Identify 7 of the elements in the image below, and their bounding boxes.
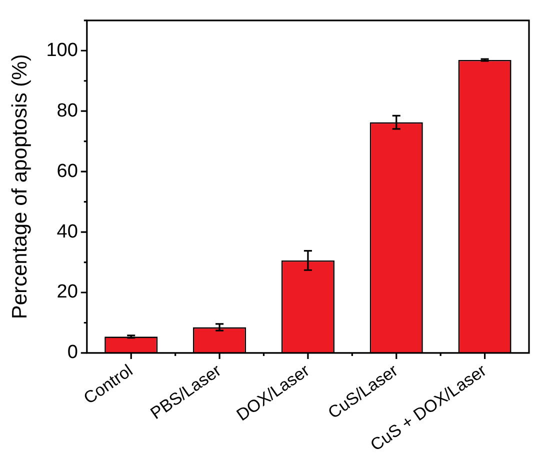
y-axis-title: Percentage of apoptosis (%) [8, 54, 32, 320]
y-tick-label: 20 [56, 282, 78, 303]
y-tick-label: 60 [56, 160, 78, 182]
y-tick-label: 40 [56, 221, 78, 242]
y-tick-label: 100 [46, 40, 78, 61]
y-tick-label: 80 [56, 100, 78, 122]
y-tick-label: 0 [67, 342, 78, 364]
